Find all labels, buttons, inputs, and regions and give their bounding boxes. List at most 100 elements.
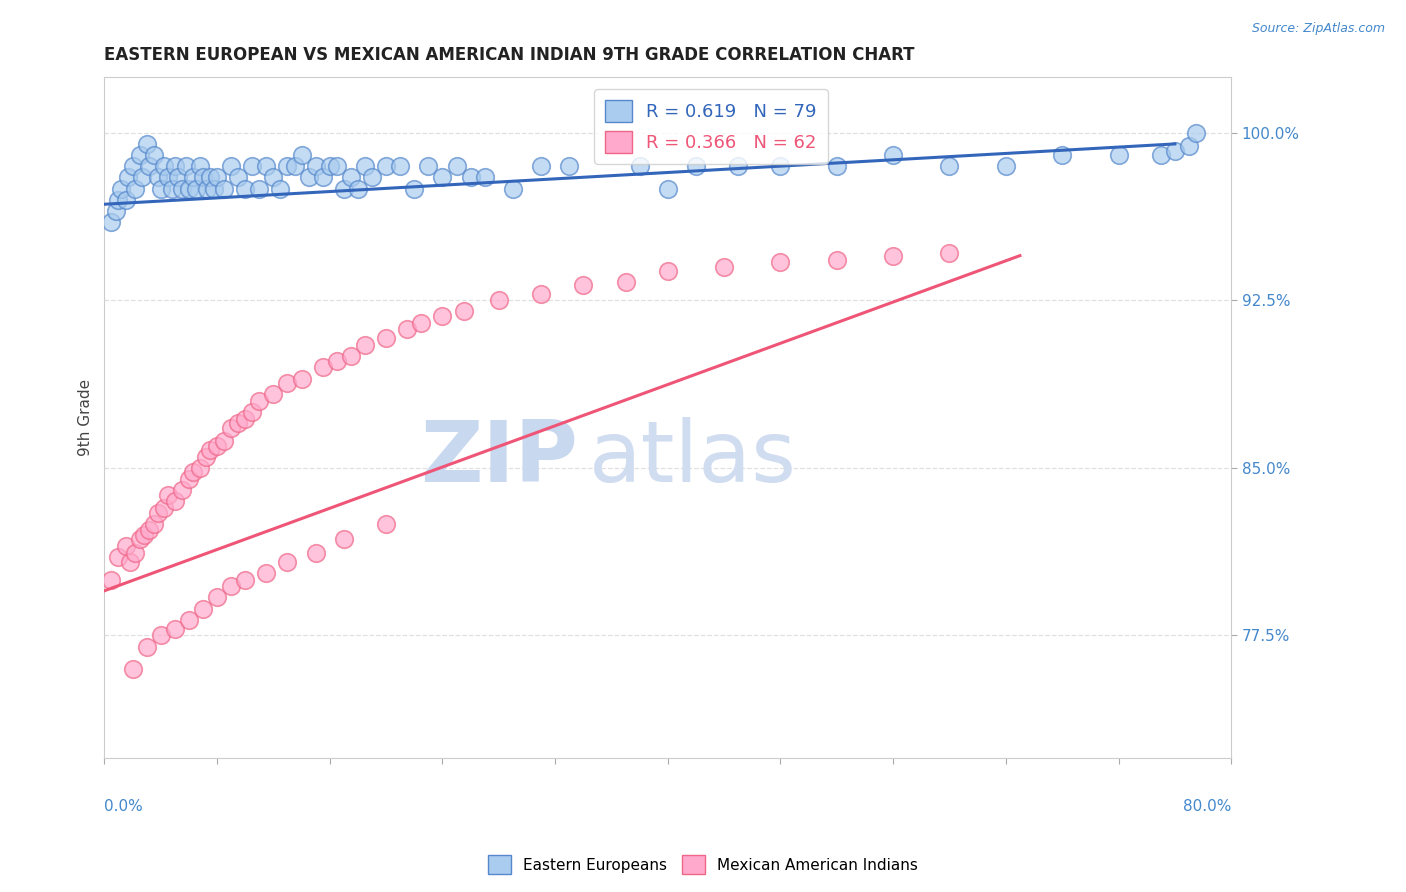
Point <box>262 387 284 401</box>
Point <box>882 249 904 263</box>
Point <box>146 506 169 520</box>
Point <box>198 170 221 185</box>
Point <box>163 159 186 173</box>
Point <box>333 533 356 547</box>
Point <box>138 159 160 173</box>
Point <box>262 170 284 185</box>
Point <box>326 159 349 173</box>
Point <box>290 148 312 162</box>
Point <box>233 411 256 425</box>
Point <box>713 260 735 274</box>
Text: Source: ZipAtlas.com: Source: ZipAtlas.com <box>1251 22 1385 36</box>
Point <box>219 159 242 173</box>
Point <box>177 181 200 195</box>
Point <box>226 416 249 430</box>
Point <box>160 181 183 195</box>
Point <box>205 170 228 185</box>
Point <box>247 181 270 195</box>
Point <box>254 566 277 580</box>
Point <box>340 349 363 363</box>
Point <box>240 405 263 419</box>
Point <box>312 360 335 375</box>
Point <box>188 159 211 173</box>
Point <box>269 181 291 195</box>
Point <box>558 159 581 173</box>
Point <box>194 450 217 464</box>
Point <box>177 613 200 627</box>
Point <box>107 193 129 207</box>
Point <box>163 494 186 508</box>
Point <box>530 286 553 301</box>
Point <box>226 170 249 185</box>
Point <box>100 573 122 587</box>
Legend: R = 0.619   N = 79, R = 0.366   N = 62: R = 0.619 N = 79, R = 0.366 N = 62 <box>595 89 828 164</box>
Point <box>340 170 363 185</box>
Point <box>114 193 136 207</box>
Point <box>233 573 256 587</box>
Point <box>453 304 475 318</box>
Point <box>100 215 122 229</box>
Point <box>628 159 651 173</box>
Point <box>132 528 155 542</box>
Point <box>283 159 305 173</box>
Point <box>1150 148 1173 162</box>
Point <box>530 159 553 173</box>
Point <box>131 170 153 185</box>
Point <box>240 159 263 173</box>
Point <box>219 420 242 434</box>
Point <box>198 443 221 458</box>
Point <box>938 159 960 173</box>
Point <box>825 159 848 173</box>
Point <box>1050 148 1073 162</box>
Point <box>460 170 482 185</box>
Point <box>124 181 146 195</box>
Point <box>418 159 440 173</box>
Point <box>170 483 193 498</box>
Point <box>121 662 143 676</box>
Point <box>685 159 707 173</box>
Point <box>247 393 270 408</box>
Point <box>354 338 377 352</box>
Point <box>156 170 179 185</box>
Point <box>769 159 792 173</box>
Text: EASTERN EUROPEAN VS MEXICAN AMERICAN INDIAN 9TH GRADE CORRELATION CHART: EASTERN EUROPEAN VS MEXICAN AMERICAN IND… <box>104 46 915 64</box>
Point <box>107 550 129 565</box>
Point <box>446 159 468 173</box>
Point <box>488 293 510 308</box>
Point <box>152 501 174 516</box>
Point <box>138 524 160 538</box>
Point <box>1185 126 1208 140</box>
Text: 0.0%: 0.0% <box>104 799 143 814</box>
Point <box>121 159 143 173</box>
Point <box>191 170 214 185</box>
Point <box>276 159 298 173</box>
Point <box>219 579 242 593</box>
Point <box>195 181 218 195</box>
Point <box>375 516 398 531</box>
Point <box>502 181 524 195</box>
Point <box>124 546 146 560</box>
Point <box>212 181 235 195</box>
Point <box>276 555 298 569</box>
Point <box>276 376 298 390</box>
Point <box>1164 144 1187 158</box>
Point <box>170 181 193 195</box>
Point <box>135 640 157 654</box>
Point <box>825 253 848 268</box>
Point <box>152 159 174 173</box>
Point <box>142 148 165 162</box>
Point <box>614 276 637 290</box>
Point <box>727 159 749 173</box>
Point <box>1178 139 1201 153</box>
Point <box>135 136 157 151</box>
Point <box>205 438 228 452</box>
Point <box>404 181 426 195</box>
Point <box>326 353 349 368</box>
Point <box>290 371 312 385</box>
Point <box>319 159 342 173</box>
Point <box>411 316 433 330</box>
Point <box>354 159 377 173</box>
Point <box>128 148 150 162</box>
Point <box>994 159 1017 173</box>
Point <box>177 472 200 486</box>
